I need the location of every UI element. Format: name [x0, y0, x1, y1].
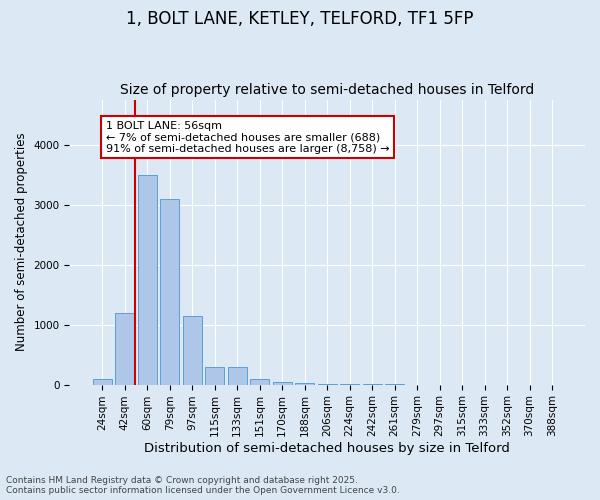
Bar: [228, 366, 247, 384]
Bar: [115, 312, 134, 384]
Bar: [295, 383, 314, 384]
Bar: [138, 174, 157, 384]
Title: Size of property relative to semi-detached houses in Telford: Size of property relative to semi-detach…: [120, 83, 535, 97]
Bar: [272, 382, 292, 384]
Bar: [160, 198, 179, 384]
Bar: [250, 378, 269, 384]
Bar: [93, 378, 112, 384]
Text: 1 BOLT LANE: 56sqm
← 7% of semi-detached houses are smaller (688)
91% of semi-de: 1 BOLT LANE: 56sqm ← 7% of semi-detached…: [106, 120, 389, 154]
Bar: [183, 316, 202, 384]
Bar: [205, 366, 224, 384]
Text: 1, BOLT LANE, KETLEY, TELFORD, TF1 5FP: 1, BOLT LANE, KETLEY, TELFORD, TF1 5FP: [126, 10, 474, 28]
X-axis label: Distribution of semi-detached houses by size in Telford: Distribution of semi-detached houses by …: [144, 442, 510, 455]
Y-axis label: Number of semi-detached properties: Number of semi-detached properties: [15, 133, 28, 352]
Text: Contains HM Land Registry data © Crown copyright and database right 2025.
Contai: Contains HM Land Registry data © Crown c…: [6, 476, 400, 495]
